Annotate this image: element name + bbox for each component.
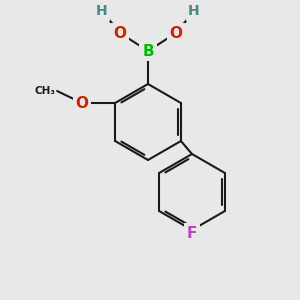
Text: H: H bbox=[96, 4, 108, 18]
Text: F: F bbox=[187, 226, 197, 241]
Text: O: O bbox=[76, 95, 88, 110]
Text: H: H bbox=[188, 4, 200, 18]
Text: CH₃: CH₃ bbox=[34, 86, 55, 96]
Text: B: B bbox=[142, 44, 154, 59]
Text: O: O bbox=[113, 26, 127, 40]
Text: O: O bbox=[169, 26, 182, 40]
